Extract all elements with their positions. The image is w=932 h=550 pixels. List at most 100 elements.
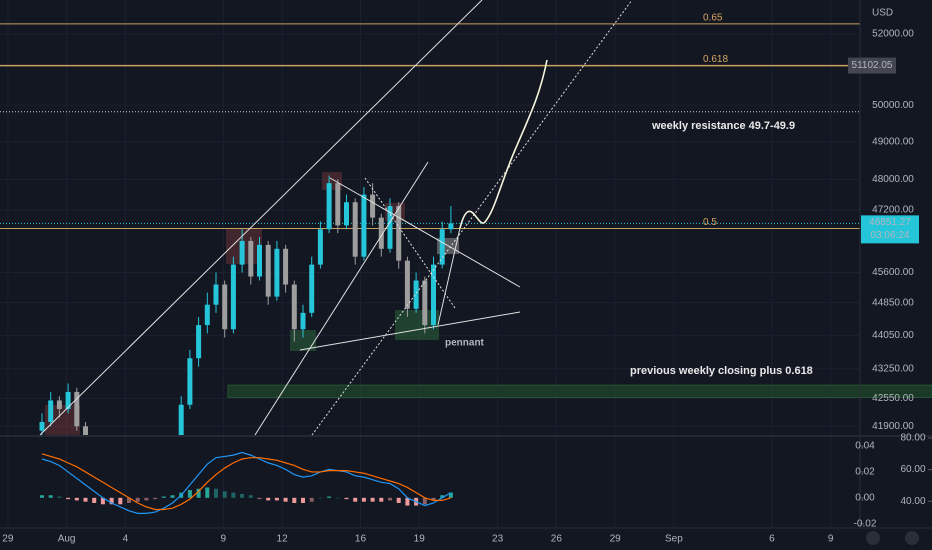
histogram-bar <box>161 496 166 498</box>
x-tick-label: 6 <box>769 534 775 545</box>
histogram-bar <box>448 492 453 498</box>
indicator-tick-label-2: 40.00 <box>900 496 925 507</box>
x-tick-label: 29 <box>610 534 622 545</box>
x-tick-label: 9 <box>221 534 227 545</box>
histogram-bar <box>274 497 279 501</box>
indicator-tick-label-2: 60.00 <box>900 464 925 475</box>
candle-body <box>404 260 410 309</box>
candle-body <box>422 280 428 326</box>
x-tick-label: 29 <box>2 534 14 545</box>
candle-body <box>222 284 228 330</box>
signal-line <box>41 453 452 511</box>
histogram-bar <box>266 497 271 501</box>
histogram-bar <box>301 497 305 503</box>
price-label: 51102.05 <box>852 60 893 71</box>
candle-body <box>239 240 245 265</box>
histogram-bar <box>422 497 427 505</box>
indicator <box>40 437 932 525</box>
y-tick-label: 50000.00 <box>872 100 914 111</box>
indicator-tick-label: 0.00 <box>855 492 875 503</box>
histogram-bar <box>66 497 71 500</box>
histogram-bar <box>440 495 445 498</box>
last-price-label: 46851.27 <box>869 217 911 228</box>
candle-body <box>378 217 384 249</box>
histogram-bar <box>187 490 192 498</box>
axes: 52000.00 50000.00 49000.00 48000.00 47200.00… <box>2 29 926 545</box>
auto-button[interactable] <box>866 531 880 545</box>
histogram-bar <box>309 497 314 502</box>
x-tick-label: 19 <box>414 534 426 545</box>
levels: 0.65 0.618 0.5 <box>0 12 932 398</box>
candle-body <box>196 325 202 359</box>
candle-body <box>230 264 236 330</box>
histogram-bar <box>344 497 349 500</box>
candle-body <box>326 183 332 230</box>
histogram-bar <box>361 497 366 502</box>
candle-body <box>283 248 289 285</box>
histogram-bar <box>405 497 410 506</box>
histogram-bar <box>74 497 79 501</box>
candle-body <box>56 400 62 410</box>
histogram-bar <box>431 497 436 501</box>
x-tick-label: 12 <box>277 534 289 545</box>
indicator-tick-label: 0.04 <box>855 441 875 452</box>
histogram-bar <box>257 497 262 500</box>
fib-label: 0.65 <box>703 12 723 23</box>
resistance-label: weekly resistance 49.7-49.9 <box>651 120 795 132</box>
currency: USD <box>872 8 893 19</box>
candle-body <box>413 280 419 309</box>
candle-body <box>352 202 358 257</box>
candles <box>39 175 454 435</box>
macd-line <box>41 451 452 514</box>
candle-body <box>448 223 454 230</box>
candle-body <box>39 421 45 431</box>
histogram-bar <box>170 495 175 498</box>
candle-body <box>265 244 271 297</box>
histogram-bar <box>127 497 131 503</box>
histogram-bar <box>370 497 375 502</box>
histogram-bar <box>109 497 114 505</box>
x-tick-label: 16 <box>355 534 367 545</box>
histogram-bar <box>379 497 384 502</box>
candle-body <box>65 391 71 410</box>
drawings <box>39 0 633 436</box>
candle-body <box>439 229 445 265</box>
settings-button[interactable] <box>905 531 919 545</box>
candle-body <box>83 426 88 435</box>
y-tick-label: 44050.00 <box>872 330 914 341</box>
histogram-bar <box>222 491 227 498</box>
candle-body <box>74 391 80 427</box>
fib-label: 0.618 <box>703 54 728 65</box>
histogram-bar <box>40 495 44 498</box>
histogram-bar <box>292 497 297 503</box>
candle-body <box>248 240 254 277</box>
histogram-bar <box>144 497 149 501</box>
grid <box>0 0 860 528</box>
histogram-bar <box>196 488 201 498</box>
zone-label: previous weekly closing plus 0.618 <box>630 365 813 377</box>
candle-body <box>309 264 315 313</box>
indicator-tick-label: -0.02 <box>854 518 877 529</box>
y-tick-label: 48000.00 <box>872 174 914 185</box>
candle-body <box>274 248 280 297</box>
candle-body <box>370 194 376 218</box>
indicator-tick-label-2: 80.00 <box>900 433 925 444</box>
candle-body <box>344 202 349 226</box>
histogram-bar <box>335 497 340 499</box>
candle-body <box>431 264 436 326</box>
x-tick-label: Sep <box>665 534 683 545</box>
y-tick-label: 52000.00 <box>872 29 914 40</box>
histogram-bar <box>153 497 158 500</box>
candle-body <box>335 183 341 226</box>
x-tick-label: 9 <box>828 534 834 545</box>
last-price-box <box>861 215 919 244</box>
price-label-box <box>848 57 896 74</box>
histogram-bar <box>57 496 62 498</box>
countdown: 03:06:24 <box>871 230 910 241</box>
candle-body <box>204 304 210 326</box>
indicator-tick-label: 0.02 <box>855 467 875 478</box>
histogram-bar <box>396 497 401 503</box>
histogram-bar <box>118 497 123 505</box>
y-tick-label: 45600.00 <box>872 267 914 278</box>
